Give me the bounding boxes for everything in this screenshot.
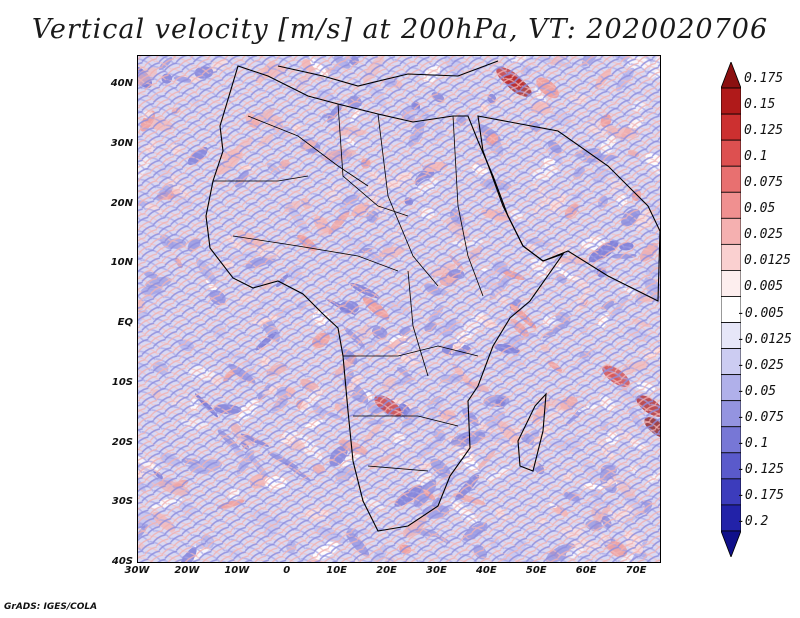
lon-tick-label: 20E	[376, 565, 397, 576]
borders	[213, 103, 484, 472]
colorbar-swatch	[721, 243, 741, 271]
map-panel	[137, 55, 661, 563]
lon-tick-label: 0	[283, 565, 291, 576]
lat-tick-label: EQ	[117, 317, 133, 328]
colorbar-level-label: -0.1	[737, 435, 769, 451]
lon-tick-label: 60E	[575, 565, 597, 576]
colorbar-level-label: 0.0125	[744, 253, 791, 269]
colorbar-level-label: -0.05	[737, 383, 777, 399]
colorbar-level-label: 0.15	[744, 97, 776, 113]
footer-credit: GrADS: IGES/COLA	[4, 602, 98, 612]
lon-tick-label: 10W	[224, 565, 250, 576]
lat-tick-label: 20N	[110, 197, 133, 209]
colorbar-level-label: 0.175	[744, 71, 784, 87]
lat-tick-label: 20S	[111, 436, 133, 448]
colorbar-level-label: 0.025	[744, 227, 784, 243]
colorbar	[721, 62, 741, 557]
colorbar-level-label: -0.125	[737, 461, 784, 477]
lat-tick-label: 30N	[110, 137, 133, 149]
lat-tick-label: 10S	[111, 376, 133, 388]
colorbar-level-label: -0.0125	[737, 331, 792, 347]
colorbar-swatch	[721, 191, 741, 219]
lon-tick-label: 50E	[525, 565, 547, 576]
colorbar-level-label: -0.2	[737, 513, 769, 529]
lon-tick-label: 70E	[625, 565, 647, 576]
colorbar-level-label: 0.005	[744, 279, 784, 295]
lon-tick-label: 20W	[174, 565, 200, 576]
chart-title: Vertical velocity [m/s] at 200hPa, VT: 2…	[31, 14, 769, 45]
lat-tick-label: 30S	[111, 496, 133, 508]
colorbar-level-label: -0.025	[737, 357, 784, 373]
field-map	[138, 56, 660, 562]
colorbar-level-label: -0.175	[737, 487, 784, 503]
lat-tick-label: 40S	[111, 556, 133, 567]
colorbar-swatch	[721, 530, 741, 557]
colorbar-swatch	[721, 62, 741, 89]
coastlines	[205, 60, 660, 532]
lat-tick-label: 10N	[110, 257, 133, 269]
colorbar-swatch	[721, 217, 741, 245]
colorbar-swatch	[721, 87, 741, 115]
lon-tick-label: 30W	[124, 565, 150, 576]
colorbar-level-label: 0.075	[744, 175, 784, 191]
colorbar-level-label: 0.125	[744, 123, 784, 139]
lon-tick-label: 10E	[326, 565, 347, 576]
colorbar-level-label: 0.1	[744, 149, 768, 165]
colorbar-swatch	[721, 139, 741, 167]
lon-tick-label: 40E	[475, 565, 497, 576]
colorbar-swatch	[721, 113, 741, 141]
lon-tick-label: 30E	[426, 565, 447, 576]
colorbar-swatch	[721, 165, 741, 193]
colorbar-swatch	[721, 270, 741, 297]
colorbar-level-label: -0.005	[737, 305, 784, 321]
lat-tick-label: 40N	[110, 78, 133, 89]
colorbar-level-label: 0.05	[744, 201, 776, 217]
colorbar-level-label: -0.075	[737, 409, 784, 425]
